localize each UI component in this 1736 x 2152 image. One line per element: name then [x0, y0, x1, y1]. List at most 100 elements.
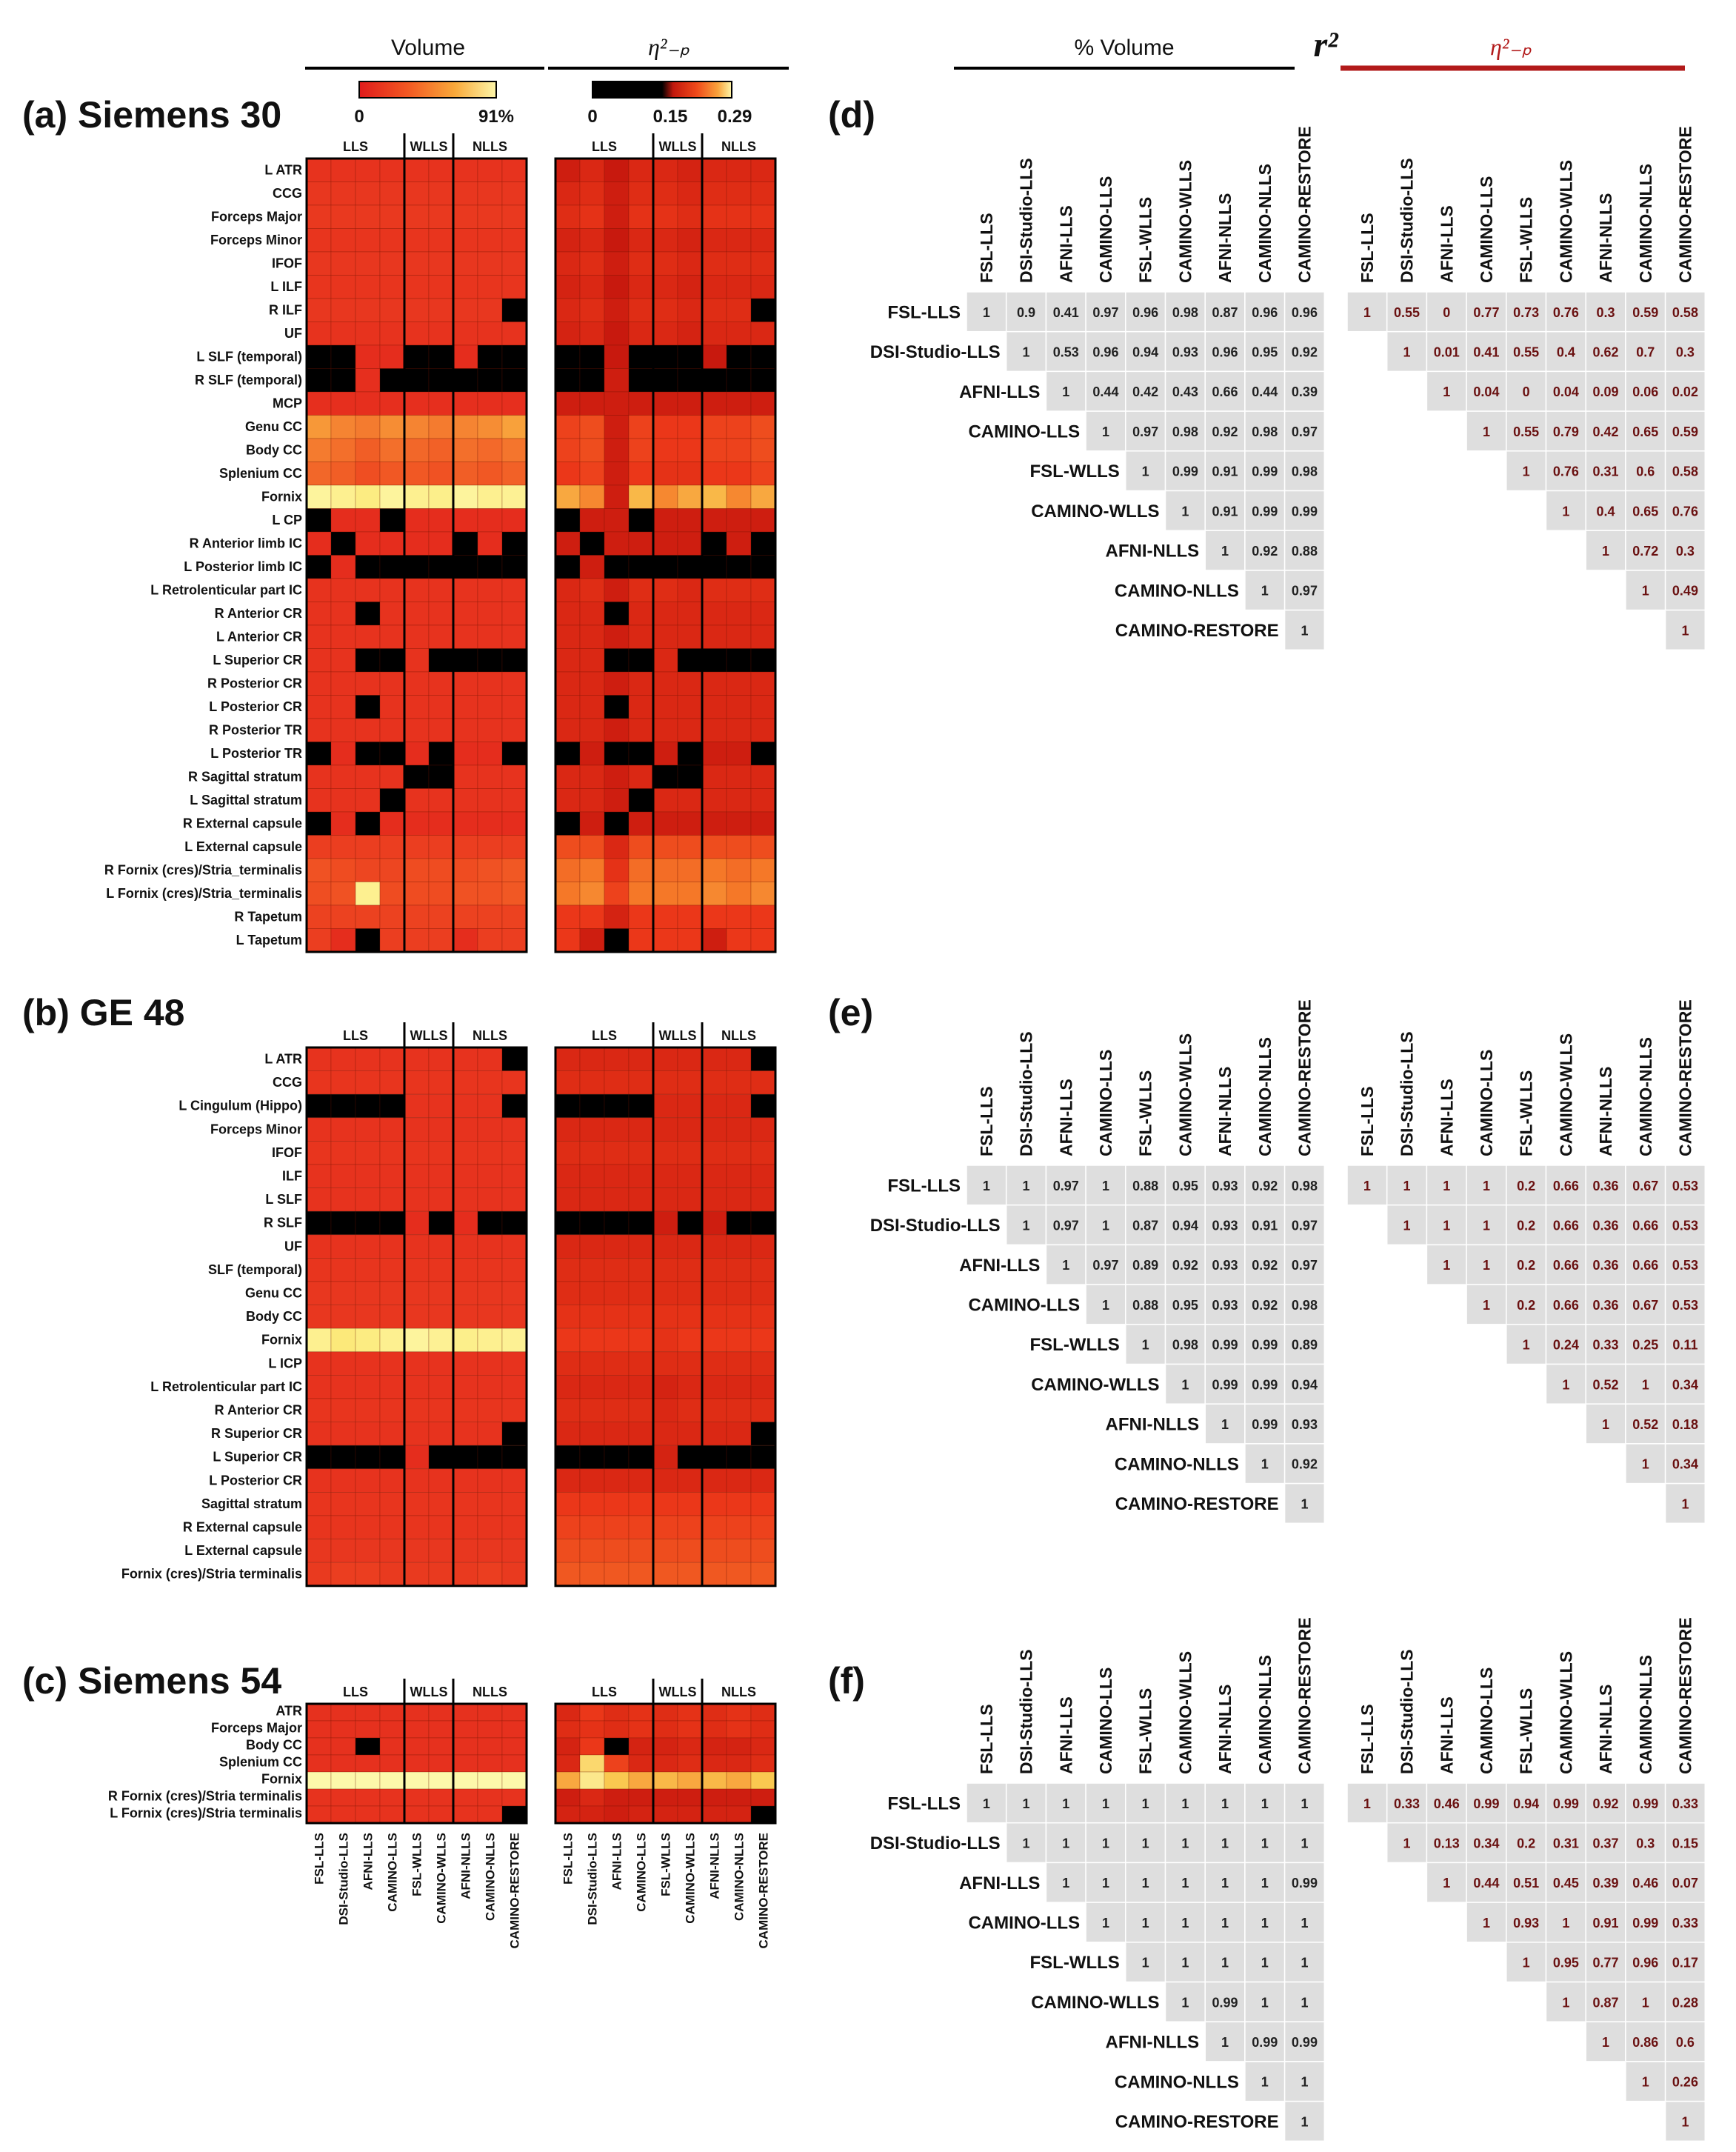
heatmap-b-volume-cell	[306, 1258, 332, 1282]
heatmap-b-eta-cell	[750, 1164, 776, 1189]
heatmap-a-eta-cell	[604, 531, 630, 556]
heatmap-b-eta-cell	[628, 1047, 654, 1072]
corr-f-cell-value: 1	[1562, 1995, 1569, 2010]
heatmap-a-volume-cell	[306, 858, 332, 882]
heatmap-a-volume-cell	[453, 322, 478, 346]
heatmap-a-eta-cell	[604, 251, 630, 276]
heatmap-b-eta-cell	[628, 1351, 654, 1376]
heatmap-b-volume-cell	[477, 1398, 503, 1423]
corr-d-cell-value: 1	[1403, 345, 1411, 360]
heatmap-a-volume-cell	[453, 391, 478, 416]
heatmap-b-eta-cell	[579, 1539, 605, 1563]
heatmap-b-eta-cell	[579, 1468, 605, 1493]
heatmap-a-volume-cell	[453, 882, 478, 906]
heatmap-a-eta-cell	[628, 204, 654, 229]
heatmap-a-eta-cell	[701, 322, 727, 346]
heatmap-a-eta-cell	[677, 648, 703, 673]
corr-e-cell	[1466, 1204, 1507, 1246]
heatmap-a-eta-cell	[628, 415, 654, 439]
heatmap-a-eta-cell	[677, 788, 703, 813]
heatmap-a-eta-cell	[628, 368, 654, 393]
heatmap-b-volume-cell	[306, 1422, 332, 1446]
heatmap-a-eta-cell	[701, 648, 727, 673]
heatmap-c-volume-cell	[379, 1754, 405, 1773]
heatmap-a-volume-cell	[355, 275, 381, 299]
corr-f-cell	[1164, 1902, 1206, 1943]
heatmap-a-volume-cell	[453, 484, 478, 509]
heatmap-a-row-label: UF	[284, 326, 302, 341]
heatmap-a-volume-cell	[453, 298, 478, 322]
corr-e-cell-value: 1	[1642, 1457, 1649, 1472]
corr-d-cell	[1164, 370, 1206, 412]
corr-e-cell	[1125, 1165, 1166, 1206]
corr-f-cell-value: 0.44	[1473, 1876, 1499, 1891]
heatmap-a-eta-cell	[677, 344, 703, 369]
heatmap-b-volume-cell	[453, 1210, 478, 1236]
heatmap-c-volume-cell	[404, 1737, 430, 1756]
heatmap-b-eta-cell	[555, 1351, 581, 1376]
heatmap-b-volume-cell	[330, 1070, 356, 1095]
heatmap-c-method-label: CAMINO-WLLS	[684, 1833, 698, 1924]
heatmap-a-eta-cell	[652, 602, 678, 626]
heatmap-a-volume-cell	[355, 578, 381, 602]
corr-e-column-label: FSL-LLS	[1358, 1086, 1377, 1156]
heatmap-c-eta-cell	[628, 1720, 654, 1739]
heatmap-a-eta-cell	[555, 764, 581, 789]
heatmap-a-eta-cell	[750, 368, 776, 393]
heatmap-b-volume-cell	[477, 1187, 503, 1212]
heatmap-b-eta-cell	[579, 1070, 605, 1095]
heatmap-a-eta-cell	[726, 602, 752, 626]
heatmap-b-eta-cell	[579, 1492, 605, 1516]
heatmap-b-volume-cell	[428, 1047, 454, 1072]
heatmap-a-eta-cell	[579, 158, 605, 182]
heatmap-b-volume-cell	[501, 1281, 527, 1306]
heatmap-b-eta-cell	[677, 1515, 703, 1540]
corr-e-cell	[1085, 1165, 1126, 1206]
heatmap-b-eta-cell	[628, 1117, 654, 1142]
corr-f-cell	[1085, 1782, 1126, 1824]
heatmap-a-eta-cell	[555, 508, 581, 533]
heatmap-a-volume-cell	[306, 415, 332, 439]
heatmap-b-volume-cell	[379, 1210, 405, 1236]
heatmap-b-eta-cell	[750, 1398, 776, 1423]
heatmap-b-row-label: R External capsule	[183, 1519, 302, 1534]
heatmap-c-row-label: Body CC	[246, 1738, 302, 1753]
eta-colorbar-min: 0	[587, 107, 597, 127]
heatmap-b-volume-cell	[306, 1492, 332, 1516]
heatmap-a-volume-cell	[428, 882, 454, 906]
heatmap-a-volume-cell	[355, 415, 381, 439]
corr-e-cell-value: 0.33	[1593, 1338, 1619, 1353]
corr-e-cell	[1085, 1204, 1126, 1246]
heatmap-b-eta-cell	[628, 1422, 654, 1446]
heatmap-a-eta-cell	[750, 508, 776, 533]
corr-f-cell-value: 1	[1102, 1916, 1109, 1931]
corr-d-column-label: CAMINO-LLS	[1477, 176, 1496, 283]
heatmap-b-eta-cell	[555, 1562, 581, 1587]
heatmap-a-volume-cell	[453, 368, 478, 393]
heatmap-a-volume-cell	[404, 391, 430, 416]
heatmap-a-eta-cell	[604, 578, 630, 602]
corr-e-cell-value: 0.97	[1292, 1258, 1318, 1273]
heatmap-c-volume-cell	[355, 1805, 381, 1824]
heatmap-c-volume-cell	[453, 1771, 478, 1790]
heatmap-a-eta-cell	[726, 531, 752, 556]
corr-d-column-label: AFNI-LLS	[1437, 205, 1456, 283]
heatmap-b-row-label: L Superior CR	[213, 1450, 302, 1465]
heatmap-b-eta-cell	[750, 1422, 776, 1446]
heatmap-a-volume-cell	[379, 695, 405, 719]
heatmap-a-row-label: Genu CC	[245, 419, 302, 434]
heatmap-a-volume-cell	[306, 391, 332, 416]
heatmap-a-eta-cell	[750, 695, 776, 719]
corr-d-cell	[1085, 291, 1126, 333]
corr-e-cell	[1283, 1482, 1326, 1525]
corr-e-cell	[1045, 1204, 1086, 1246]
corr-f-row-label: FSL-LLS	[887, 1793, 961, 1813]
heatmap-b-volume-cell	[379, 1141, 405, 1165]
heatmap-b-eta-cell	[701, 1047, 727, 1072]
corr-f-cell	[1466, 1862, 1507, 1903]
heatmap-b-volume-cell	[330, 1187, 356, 1212]
corr-d-cell	[1045, 370, 1086, 412]
heatmap-b-eta-cell	[750, 1070, 776, 1095]
corr-e-cell	[1664, 1165, 1706, 1206]
heatmap-b-eta-cell	[652, 1422, 678, 1446]
